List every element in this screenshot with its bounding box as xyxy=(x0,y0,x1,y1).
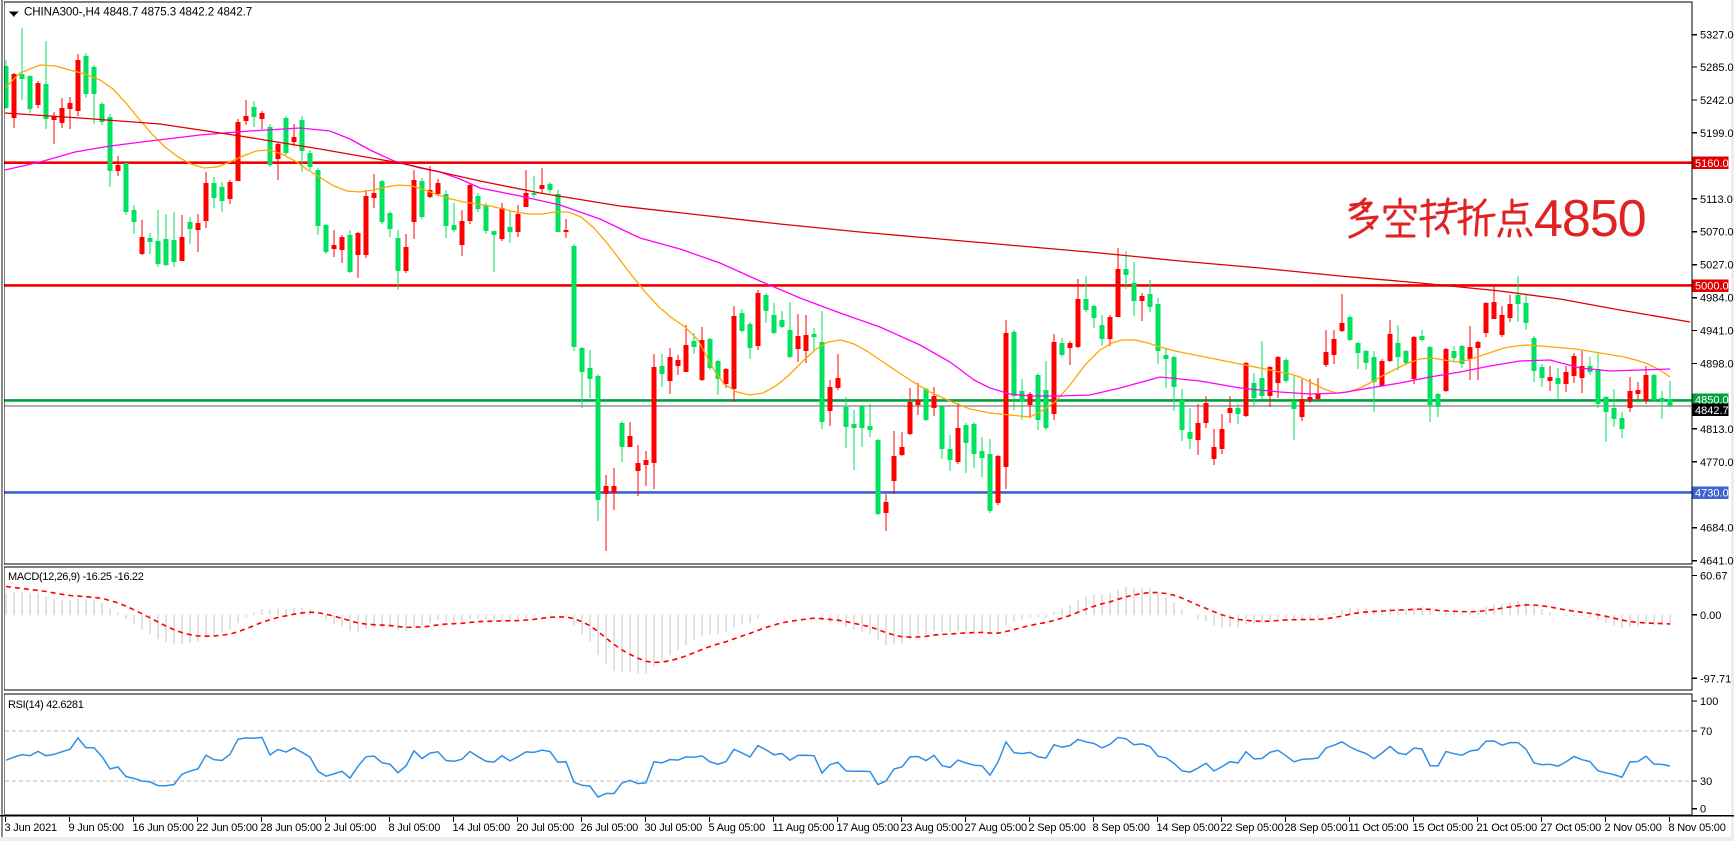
svg-text:4770.0: 4770.0 xyxy=(1700,457,1734,469)
svg-text:3 Jun 2021: 3 Jun 2021 xyxy=(5,822,58,834)
svg-text:8 Sep 05:00: 8 Sep 05:00 xyxy=(1093,822,1150,834)
svg-text:70: 70 xyxy=(1700,726,1712,738)
svg-text:8 Nov 05:00: 8 Nov 05:00 xyxy=(1669,822,1726,834)
svg-text:2 Sep 05:00: 2 Sep 05:00 xyxy=(1029,822,1086,834)
svg-text:5160.0: 5160.0 xyxy=(1695,158,1729,170)
svg-text:4898.0: 4898.0 xyxy=(1700,359,1734,371)
svg-text:100: 100 xyxy=(1700,696,1718,708)
svg-text:CHINA300-,H4 4848.7 4875.3 48: CHINA300-,H4 4848.7 4875.3 4842.2 4842.7 xyxy=(24,6,252,19)
svg-text:4641.0: 4641.0 xyxy=(1700,556,1734,568)
svg-text:28 Jun 05:00: 28 Jun 05:00 xyxy=(261,822,322,834)
svg-text:4941.0: 4941.0 xyxy=(1700,326,1734,338)
svg-text:4730.0: 4730.0 xyxy=(1695,488,1729,500)
svg-text:15 Oct 05:00: 15 Oct 05:00 xyxy=(1413,822,1474,834)
svg-text:5070.0: 5070.0 xyxy=(1700,227,1734,239)
svg-text:0.00: 0.00 xyxy=(1700,610,1721,622)
svg-text:4984.0: 4984.0 xyxy=(1700,293,1734,305)
svg-text:26 Jul 05:00: 26 Jul 05:00 xyxy=(581,822,639,834)
svg-text:0: 0 xyxy=(1700,804,1706,816)
svg-text:27 Aug 05:00: 27 Aug 05:00 xyxy=(965,822,1028,834)
svg-text:5242.0: 5242.0 xyxy=(1700,95,1734,107)
svg-text:30 Jul 05:00: 30 Jul 05:00 xyxy=(645,822,703,834)
svg-text:11 Aug 05:00: 11 Aug 05:00 xyxy=(773,822,835,834)
svg-text:4850: 4850 xyxy=(1534,190,1646,248)
svg-text:22 Sep 05:00: 22 Sep 05:00 xyxy=(1221,822,1284,834)
svg-text:20 Jul 05:00: 20 Jul 05:00 xyxy=(517,822,575,834)
svg-text:MACD(12,26,9) -16.25 -16.22: MACD(12,26,9) -16.25 -16.22 xyxy=(8,571,144,583)
svg-text:23 Aug 05:00: 23 Aug 05:00 xyxy=(901,822,964,834)
svg-text:16 Jun 05:00: 16 Jun 05:00 xyxy=(133,822,194,834)
svg-text:4842.7: 4842.7 xyxy=(1695,405,1729,417)
svg-text:60.67: 60.67 xyxy=(1700,570,1728,582)
svg-text:30: 30 xyxy=(1700,776,1712,788)
svg-text:-97.71: -97.71 xyxy=(1700,673,1731,685)
svg-text:14 Jul 05:00: 14 Jul 05:00 xyxy=(453,822,511,834)
svg-text:RSI(14) 42.6281: RSI(14) 42.6281 xyxy=(8,699,84,711)
svg-text:11 Oct 05:00: 11 Oct 05:00 xyxy=(1349,822,1409,834)
svg-text:22 Jun 05:00: 22 Jun 05:00 xyxy=(197,822,258,834)
svg-text:21 Oct 05:00: 21 Oct 05:00 xyxy=(1477,822,1538,834)
svg-text:14 Sep 05:00: 14 Sep 05:00 xyxy=(1157,822,1220,834)
svg-text:5285.0: 5285.0 xyxy=(1700,62,1734,74)
svg-text:2 Jul 05:00: 2 Jul 05:00 xyxy=(325,822,377,834)
svg-text:2 Nov 05:00: 2 Nov 05:00 xyxy=(1605,822,1662,834)
svg-text:17 Aug 05:00: 17 Aug 05:00 xyxy=(837,822,900,834)
svg-text:4684.0: 4684.0 xyxy=(1700,523,1734,535)
svg-text:28 Sep 05:00: 28 Sep 05:00 xyxy=(1285,822,1348,834)
svg-text:5 Aug 05:00: 5 Aug 05:00 xyxy=(709,822,766,834)
svg-text:5327.0: 5327.0 xyxy=(1700,30,1734,42)
svg-text:5199.0: 5199.0 xyxy=(1700,128,1734,140)
svg-text:9 Jun 05:00: 9 Jun 05:00 xyxy=(69,822,124,834)
svg-text:5000.0: 5000.0 xyxy=(1695,281,1729,293)
svg-text:5113.0: 5113.0 xyxy=(1700,194,1733,206)
svg-text:5027.0: 5027.0 xyxy=(1700,260,1734,272)
svg-text:27 Oct 05:00: 27 Oct 05:00 xyxy=(1541,822,1602,834)
svg-text:4813.0: 4813.0 xyxy=(1700,424,1734,436)
svg-text:8 Jul 05:00: 8 Jul 05:00 xyxy=(389,822,441,834)
